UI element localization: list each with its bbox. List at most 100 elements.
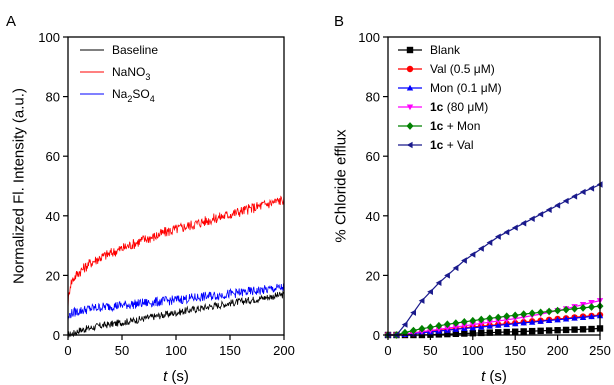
- x-tick-label: 200: [547, 343, 569, 358]
- data-point: [469, 316, 477, 325]
- data-point: [435, 326, 443, 333]
- data-point: [588, 299, 595, 306]
- data-point: [571, 314, 578, 321]
- data-point: [495, 329, 502, 336]
- legend-label: NaNO3: [112, 65, 150, 82]
- data-point: [537, 318, 544, 324]
- data-point: [410, 309, 416, 316]
- x-tick-label: 150: [504, 343, 526, 358]
- data-point: [537, 327, 544, 335]
- data-point: [528, 327, 536, 335]
- legend-entry: Mon (0.1 μM): [398, 81, 502, 95]
- data-point: [588, 313, 595, 320]
- x-axis-label: t (s): [481, 368, 507, 385]
- data-point: [562, 315, 570, 322]
- data-point: [495, 321, 502, 328]
- data-point: [435, 321, 443, 330]
- x-tick-label: 0: [384, 343, 391, 358]
- legend: Baseline NaNO3 Na2SO4: [80, 43, 158, 104]
- data-point: [478, 245, 484, 252]
- data-point: [545, 307, 553, 316]
- data-point: [461, 330, 468, 337]
- data-point: [579, 188, 586, 196]
- data-point: [554, 306, 562, 315]
- data-point: [486, 329, 493, 336]
- data-point: [426, 323, 434, 332]
- series-Baseline: [67, 290, 285, 339]
- data-point: [495, 318, 502, 325]
- x-tick-label: 250: [589, 343, 611, 358]
- legend-label: Mon (0.1 μM): [430, 81, 502, 95]
- data-point: [469, 251, 476, 258]
- y-tick-label: 20: [366, 268, 380, 283]
- legend-entry: Blank: [398, 43, 461, 57]
- data-point: [494, 313, 502, 322]
- data-point: [512, 224, 518, 231]
- legend-marker: [406, 141, 413, 149]
- data-point: [495, 233, 501, 240]
- legend-label: 1c + Mon: [430, 119, 480, 133]
- series-line: [67, 283, 285, 322]
- data-point: [528, 309, 536, 318]
- data-point: [477, 315, 485, 324]
- y-tick-label: 100: [358, 30, 380, 45]
- legend-entry: Baseline: [80, 43, 158, 57]
- data-point: [503, 328, 510, 336]
- data-point: [444, 330, 451, 338]
- legend-entry: 1c + Mon: [398, 119, 480, 133]
- y-tick-label: 80: [366, 90, 380, 105]
- data-point: [537, 308, 545, 317]
- data-point: [512, 320, 519, 327]
- data-point: [554, 202, 561, 209]
- legend-marker: [406, 84, 414, 91]
- x-tick-label: 100: [165, 343, 187, 358]
- x-tick-label: 50: [115, 343, 129, 358]
- legend-entry: 1c (80 μM): [398, 100, 488, 114]
- data-point: [409, 326, 417, 335]
- data-point: [503, 317, 510, 324]
- data-point: [418, 297, 425, 304]
- series-Val (0.5 μM): [384, 311, 604, 339]
- series-1c + Mon: [384, 302, 604, 339]
- x-tick-label: 100: [462, 343, 484, 358]
- data-point: [554, 327, 561, 334]
- data-point: [588, 185, 595, 192]
- data-point: [562, 197, 569, 205]
- data-point: [452, 319, 460, 327]
- data-point: [588, 303, 596, 311]
- legend-marker: [406, 46, 414, 54]
- legend-label: Na2SO4: [112, 87, 155, 104]
- legend-entry: NaNO3: [80, 65, 150, 82]
- y-tick-label: 40: [366, 209, 380, 224]
- y-axis-label: Normalized Fl. Intensity (a.u.): [10, 88, 27, 284]
- data-point: [427, 288, 433, 295]
- y-tick-label: 60: [366, 149, 380, 164]
- data-point: [512, 328, 519, 335]
- data-point: [469, 330, 476, 337]
- data-point: [461, 323, 468, 329]
- y-tick-label: 60: [46, 149, 60, 164]
- data-point: [520, 220, 527, 227]
- legend-entry: Val (0.5 μM): [398, 62, 495, 76]
- data-point: [571, 326, 578, 333]
- data-point: [444, 272, 450, 279]
- x-tick-label: 0: [64, 343, 71, 358]
- data-point: [486, 322, 493, 329]
- x-tick-label: 150: [219, 343, 241, 358]
- panel-B: B 0 50 100 150 200 250 0 20 40 60 80 100 t (s) % Chlor…: [332, 13, 611, 385]
- data-point: [486, 314, 494, 323]
- series-line: [67, 195, 285, 310]
- data-point: [537, 211, 544, 218]
- legend-entry: Na2SO4: [80, 87, 155, 104]
- legend-marker: [406, 122, 414, 130]
- data-point: [579, 314, 587, 320]
- series-line: [388, 183, 601, 336]
- panel-label: A: [6, 13, 16, 30]
- series-1c + Val: [384, 181, 603, 339]
- data-point: [460, 318, 468, 326]
- legend-label: Val (0.5 μM): [430, 62, 495, 76]
- legend-marker: [406, 104, 414, 111]
- data-point: [443, 320, 451, 329]
- y-axis-label: % Chloride efflux: [332, 129, 349, 243]
- legend-entry: 1c + Val: [398, 138, 474, 152]
